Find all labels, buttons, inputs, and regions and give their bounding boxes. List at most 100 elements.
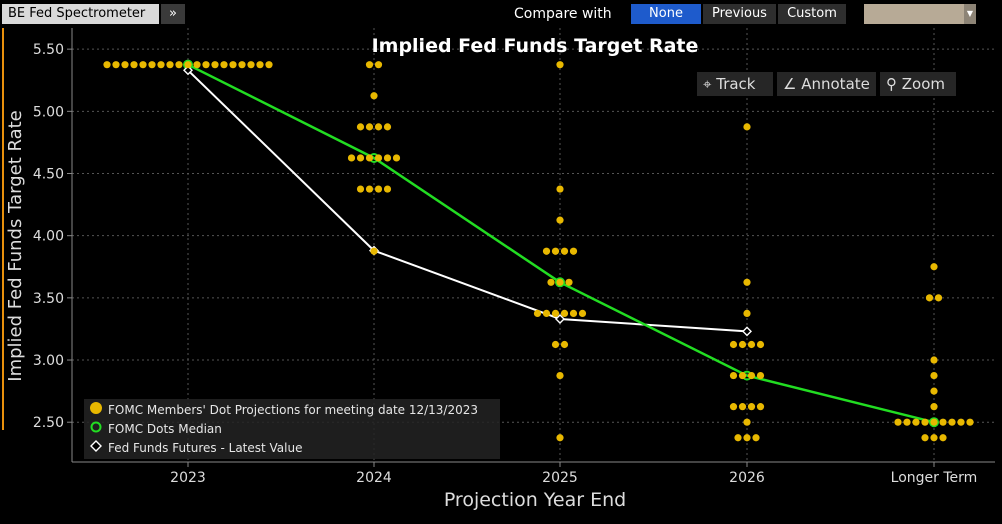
fomc-dot: [202, 61, 210, 69]
fomc-dot: [256, 61, 264, 69]
fomc-dot: [247, 61, 255, 69]
fomc-dot: [752, 434, 760, 442]
fomc-dot: [894, 418, 902, 426]
fomc-dot: [729, 371, 738, 380]
x-tick-labels: 2023 2024 2025 2026 Longer Term: [170, 462, 977, 486]
fomc-dot: [365, 123, 374, 131]
fomc-dot: [930, 418, 938, 426]
fomc-dot: [925, 294, 934, 302]
track-button[interactable]: ⌖ Track: [697, 72, 773, 96]
fomc-dot: [547, 278, 555, 286]
chevron-down-icon: ▼: [964, 4, 976, 24]
legend-item-futures[interactable]: Fed Funds Futures - Latest Value: [88, 439, 302, 457]
fomc-dot: [392, 154, 401, 162]
fomc-dot: [533, 309, 542, 317]
fomc-dot: [370, 247, 378, 255]
fomc-dot: [383, 185, 392, 193]
fomc-dot: [756, 403, 765, 411]
fomc-dot: [157, 61, 165, 69]
y-tick-label: 3.00: [33, 353, 64, 369]
fomc-dot: [930, 387, 938, 395]
fomc-dot: [930, 371, 938, 380]
zoom-button[interactable]: ⚲ Zoom: [880, 72, 956, 96]
fomc-dot: [734, 434, 742, 442]
fomc-dot: [551, 309, 560, 317]
fomc-dot: [374, 123, 383, 131]
fomc-dot: [365, 61, 374, 69]
fomc-dot: [556, 371, 564, 380]
fomc-dot: [374, 154, 383, 162]
fomc-dot: [930, 356, 938, 364]
fomc-dot: [148, 61, 156, 69]
fomc-dot: [912, 418, 920, 426]
x-tick-label: 2025: [542, 470, 578, 486]
fomc-dot: [365, 185, 374, 193]
y-tick-labels: 2.50 3.00 3.50 4.00 4.50 5.00 5.50: [33, 42, 72, 431]
zoom-label: Zoom: [901, 75, 946, 93]
x-tick-label: 2023: [170, 470, 206, 486]
fomc-dot: [383, 123, 392, 131]
median-point: [929, 417, 939, 428]
y-tick-label: 2.50: [33, 415, 64, 431]
fomc-dot: [560, 247, 569, 255]
fomc-dot: [374, 185, 383, 193]
fomc-dot: [756, 340, 765, 349]
fomc-dot: [356, 154, 365, 162]
fomc-dot: [556, 434, 564, 442]
fomc-dot: [921, 434, 929, 442]
fomc-dot: [903, 418, 911, 426]
fomc-dot: [743, 418, 751, 426]
app-title[interactable]: BE Fed Spectrometer: [2, 4, 159, 24]
fomc-dot: [934, 294, 943, 302]
fomc-dot: [139, 61, 147, 69]
fomc-dot: [193, 61, 201, 69]
fomc-dot: [921, 418, 929, 426]
fomc-dot: [756, 371, 765, 380]
annotate-button[interactable]: ∠ Annotate: [777, 72, 876, 96]
fomc-dot: [747, 340, 756, 349]
fomc-dot: [175, 61, 183, 69]
x-axis-label: Projection Year End: [444, 489, 626, 511]
median-point: [555, 277, 565, 288]
fomc-dot: [112, 61, 120, 69]
x-tick-label: 2026: [729, 470, 765, 486]
fomc-dot: [551, 247, 560, 255]
compare-option-custom[interactable]: Custom: [778, 4, 846, 24]
fomc-dot: [743, 278, 751, 286]
axis-accent-bar: [2, 28, 4, 430]
fomc-dot: [211, 61, 219, 69]
fomc-dot: [103, 61, 111, 69]
x-tick-label: Longer Term: [891, 470, 978, 486]
fomc-dot: [220, 61, 228, 69]
custom-dropdown[interactable]: ▼: [864, 4, 976, 24]
fomc-dot: [121, 61, 129, 69]
compare-label: Compare with: [514, 6, 612, 22]
fomc-dot: [229, 61, 237, 69]
fomc-dot: [542, 247, 551, 255]
fomc-dot: [743, 123, 751, 131]
fomc-dot: [556, 278, 564, 286]
y-tick-label: 3.50: [33, 291, 64, 307]
fomc-dot: [265, 61, 273, 69]
dot-projections: [103, 61, 974, 442]
fomc-dot: [556, 61, 564, 69]
fomc-dot: [738, 403, 747, 411]
fomc-dot: [383, 154, 392, 162]
magnifier-icon: ⚲: [886, 75, 897, 93]
fomc-dot: [542, 309, 551, 317]
fomc-dot: [374, 61, 383, 69]
compare-option-none[interactable]: None: [631, 4, 701, 24]
compare-option-previous[interactable]: Previous: [703, 4, 776, 24]
crosshair-icon: ⌖: [703, 75, 712, 93]
fomc-dot: [556, 185, 564, 193]
fomc-dot: [578, 309, 587, 317]
diamond-marker-icon: [88, 439, 104, 458]
legend-item-dots[interactable]: FOMC Members' Dot Projections for meetin…: [88, 401, 478, 419]
y-tick-label: 4.00: [33, 229, 64, 245]
x-tick-label: 2024: [356, 470, 392, 486]
fomc-dot: [930, 263, 938, 271]
fomc-dot: [347, 154, 356, 162]
expand-button[interactable]: »: [161, 4, 185, 24]
fomc-dot: [569, 247, 578, 255]
legend-item-median[interactable]: FOMC Dots Median: [88, 420, 222, 438]
